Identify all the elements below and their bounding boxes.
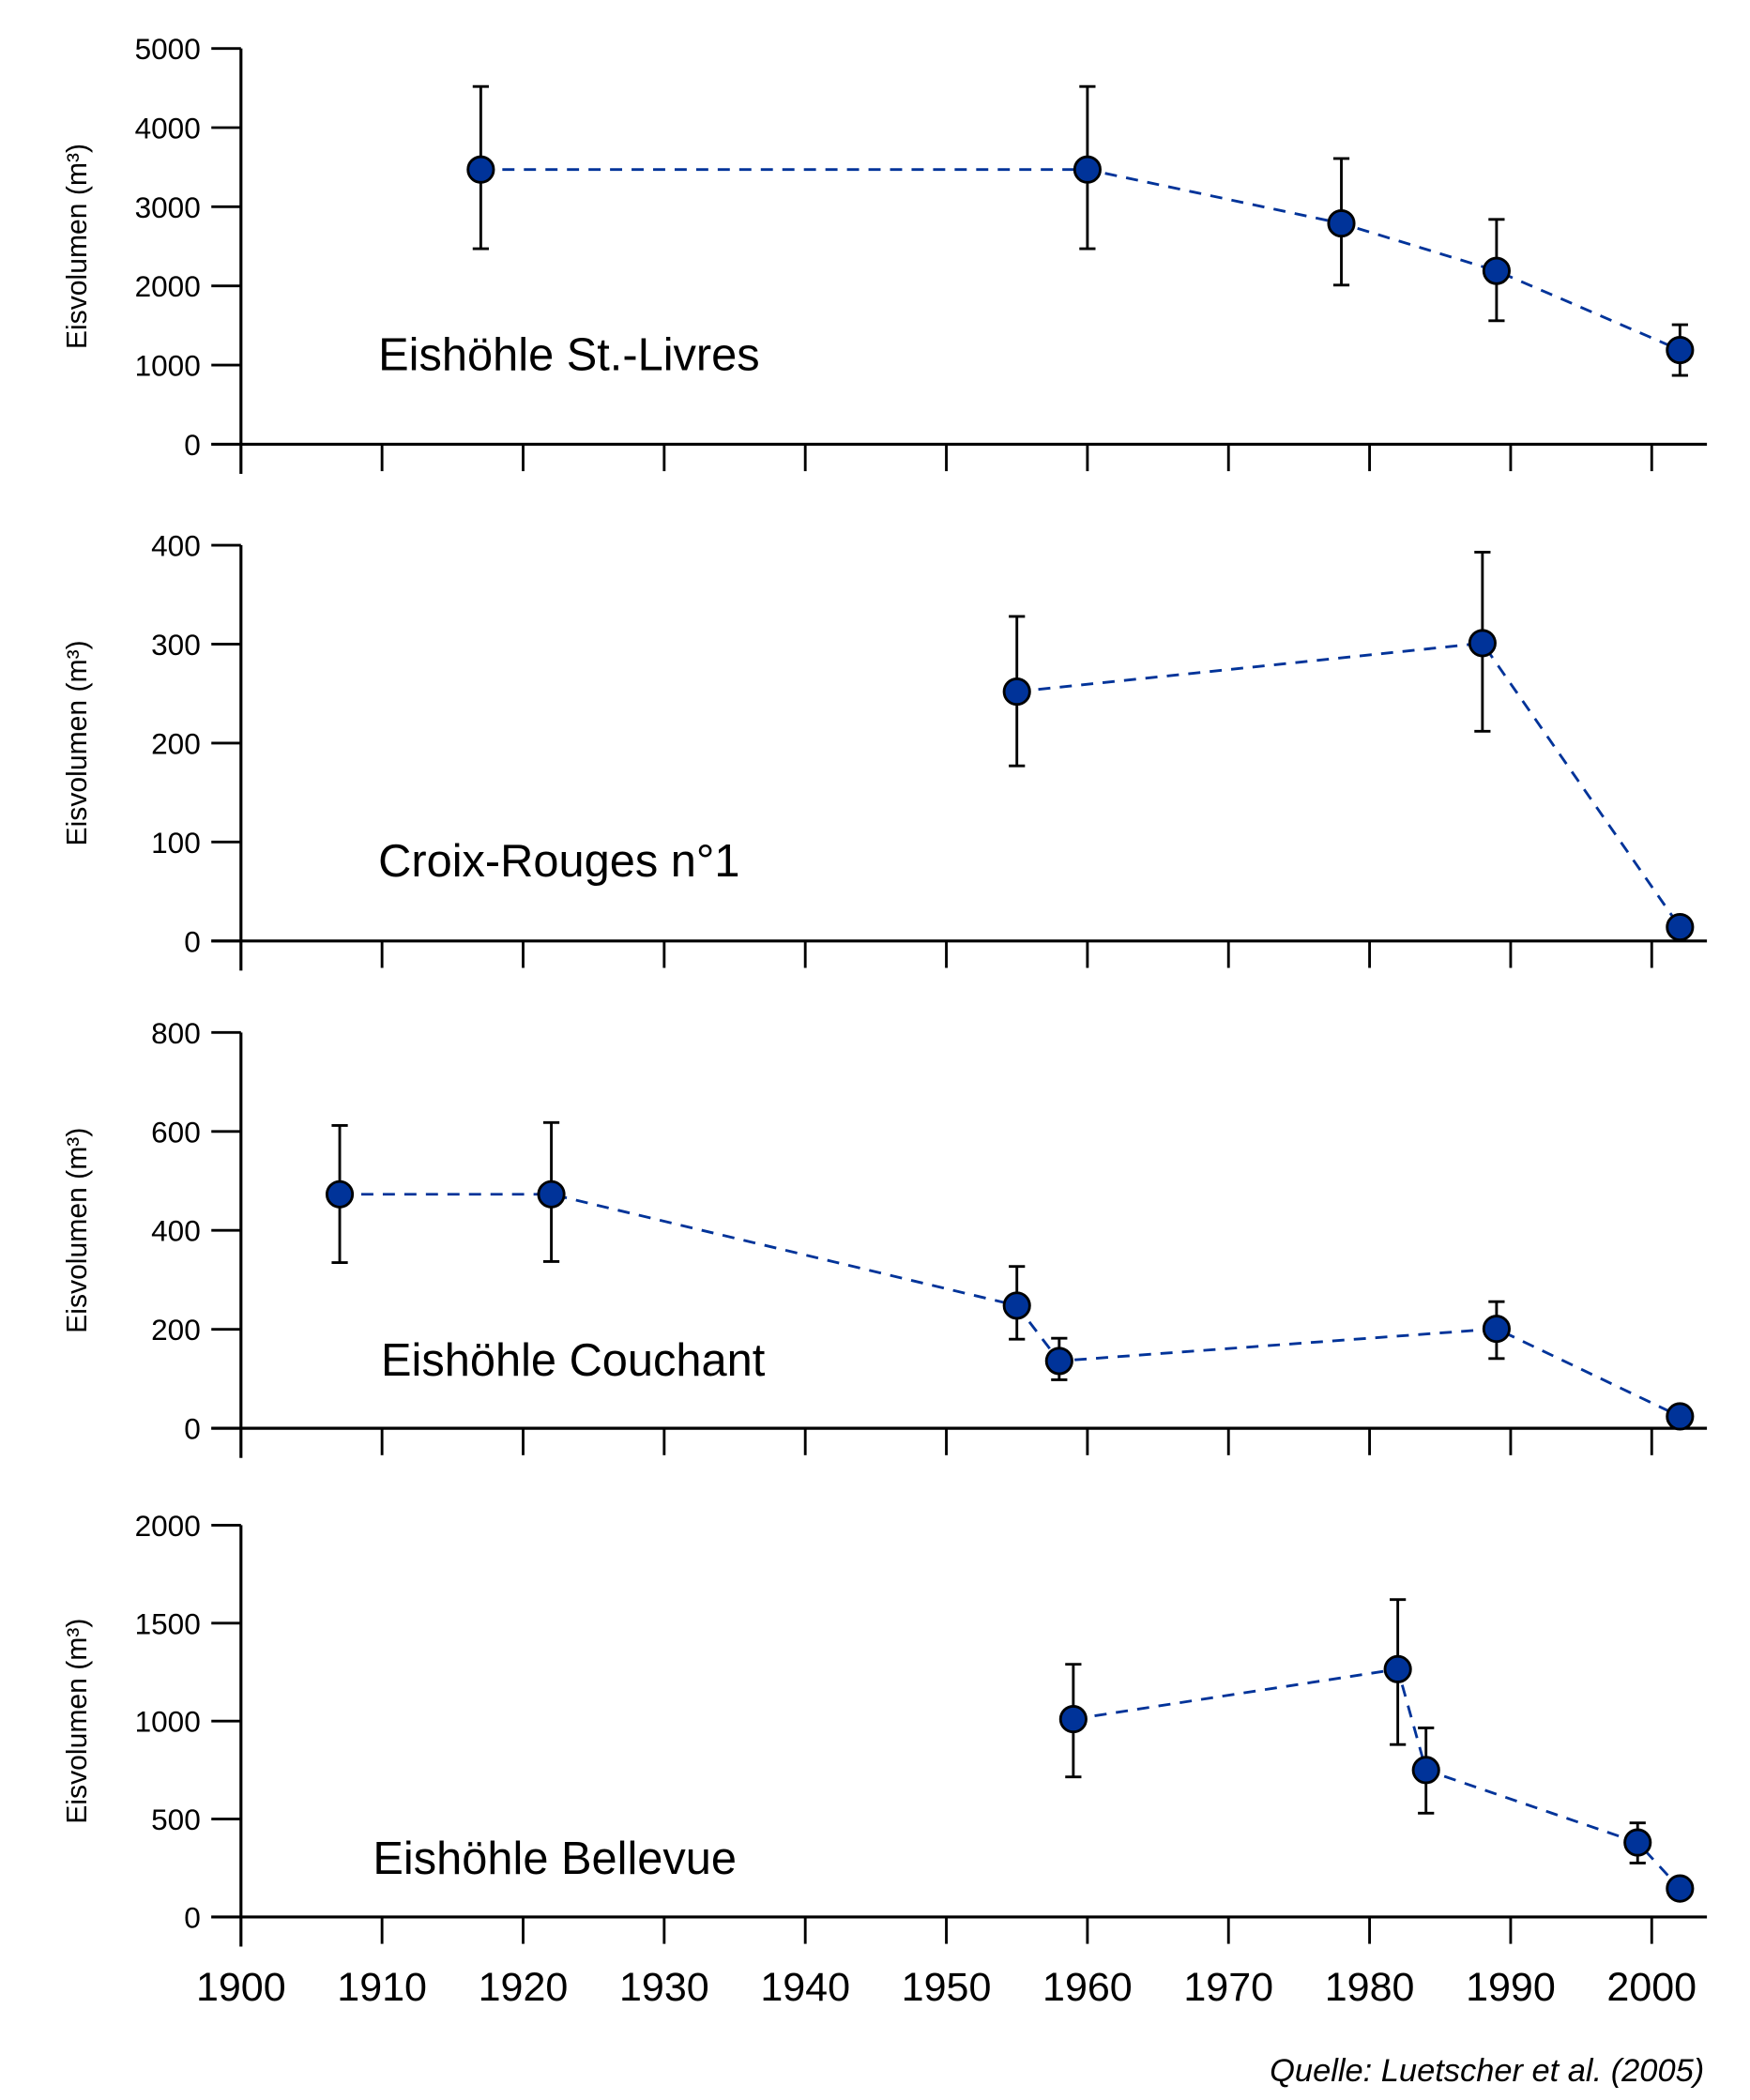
- series-line: [1073, 1667, 1682, 1890]
- data-point: [1383, 1654, 1412, 1683]
- panel-1: 0 1000 2000 3000 4000 5000 Eisvolumen (m³) Eish…: [62, 32, 1708, 474]
- panel-title: Eishöhle St.-Livres: [378, 330, 760, 381]
- y-tick-label: 0: [184, 428, 201, 462]
- y-tick-label: 600: [151, 1115, 201, 1149]
- data-point: [1666, 1874, 1695, 1903]
- y-tick-label: 800: [151, 1016, 201, 1050]
- y-tick-label: 200: [151, 1313, 201, 1347]
- y-tick-label: 2000: [135, 1509, 201, 1543]
- y-tick-label: 1000: [135, 349, 201, 383]
- y-tick-label: 5000: [135, 32, 201, 66]
- source-citation: Quelle: Luetscher et al. (2005): [1270, 2053, 1704, 2089]
- y-tick-label: 0: [184, 924, 201, 958]
- y-tick-label: 0: [184, 1412, 201, 1446]
- x-tick-label: 1980: [1325, 1965, 1415, 2010]
- y-tick-label: 100: [151, 826, 201, 860]
- data-point: [1623, 1828, 1652, 1857]
- data-point: [1073, 155, 1102, 184]
- y-tick-label: 3000: [135, 190, 201, 224]
- y-axis-label: Eisvolumen (m³): [62, 640, 93, 845]
- x-tick-label: 1930: [619, 1965, 709, 2010]
- y-axis-label: Eisvolumen (m³): [62, 1619, 93, 1824]
- series-line: [1016, 641, 1682, 928]
- data-point: [1482, 1315, 1511, 1344]
- x-tick-label: 1960: [1042, 1965, 1133, 2010]
- data-point: [1666, 912, 1695, 942]
- panel-title: Eishöhle Couchant: [381, 1335, 766, 1386]
- y-tick-label: 2000: [135, 269, 201, 303]
- data-point: [1482, 256, 1511, 285]
- panel-3: 0 200 400 600 800 Eisvolumen (m³) Eishöhle Cou…: [62, 1016, 1708, 1458]
- x-tick-label: 1950: [902, 1965, 992, 2010]
- y-tick-label: 400: [151, 1214, 201, 1248]
- panel-title: Croix-Rouges n°1: [378, 836, 739, 887]
- series-line: [340, 1193, 1681, 1418]
- y-tick-label: 4000: [135, 111, 201, 145]
- x-tick-label: 1920: [479, 1965, 569, 2010]
- data-point: [537, 1179, 566, 1209]
- data-point: [1411, 1756, 1440, 1785]
- data-point: [1044, 1347, 1073, 1376]
- x-tick-label: 2000: [1606, 1965, 1697, 2010]
- y-tick-label: 1000: [135, 1705, 201, 1739]
- panel-2: 0 100 200 300 400 Eisvolumen (m³) Croix-Rouges…: [62, 528, 1708, 971]
- x-tick-label: 1990: [1466, 1965, 1556, 2010]
- data-point: [1002, 677, 1031, 707]
- y-axis-label: Eisvolumen (m³): [62, 1128, 93, 1333]
- x-tick-label: 1900: [196, 1965, 286, 2010]
- data-point: [1327, 209, 1356, 238]
- y-tick-label: 1500: [135, 1606, 201, 1640]
- data-point: [466, 155, 495, 184]
- x-tick-label: 1910: [337, 1965, 427, 2010]
- y-tick-label: 200: [151, 726, 201, 760]
- y-tick-label: 300: [151, 628, 201, 662]
- data-point: [1666, 335, 1695, 365]
- data-point: [1468, 629, 1497, 658]
- data-point: [1666, 1402, 1695, 1431]
- y-tick-label: 400: [151, 528, 201, 562]
- y-tick-label: 500: [151, 1803, 201, 1836]
- panel-4: 0 500 1000 1500 2000 Eisvolumen (m³) Eishöhle …: [62, 1509, 1708, 1947]
- y-tick-label: 0: [184, 1900, 201, 1934]
- data-point: [325, 1179, 355, 1209]
- data-point: [1002, 1291, 1031, 1320]
- panel-title: Eishöhle Bellevue: [373, 1834, 737, 1884]
- data-point: [1058, 1705, 1088, 1734]
- x-tick-label: 1970: [1183, 1965, 1273, 2010]
- x-tick-label: 1940: [760, 1965, 850, 2010]
- y-axis-label: Eisvolumen (m³): [62, 144, 93, 349]
